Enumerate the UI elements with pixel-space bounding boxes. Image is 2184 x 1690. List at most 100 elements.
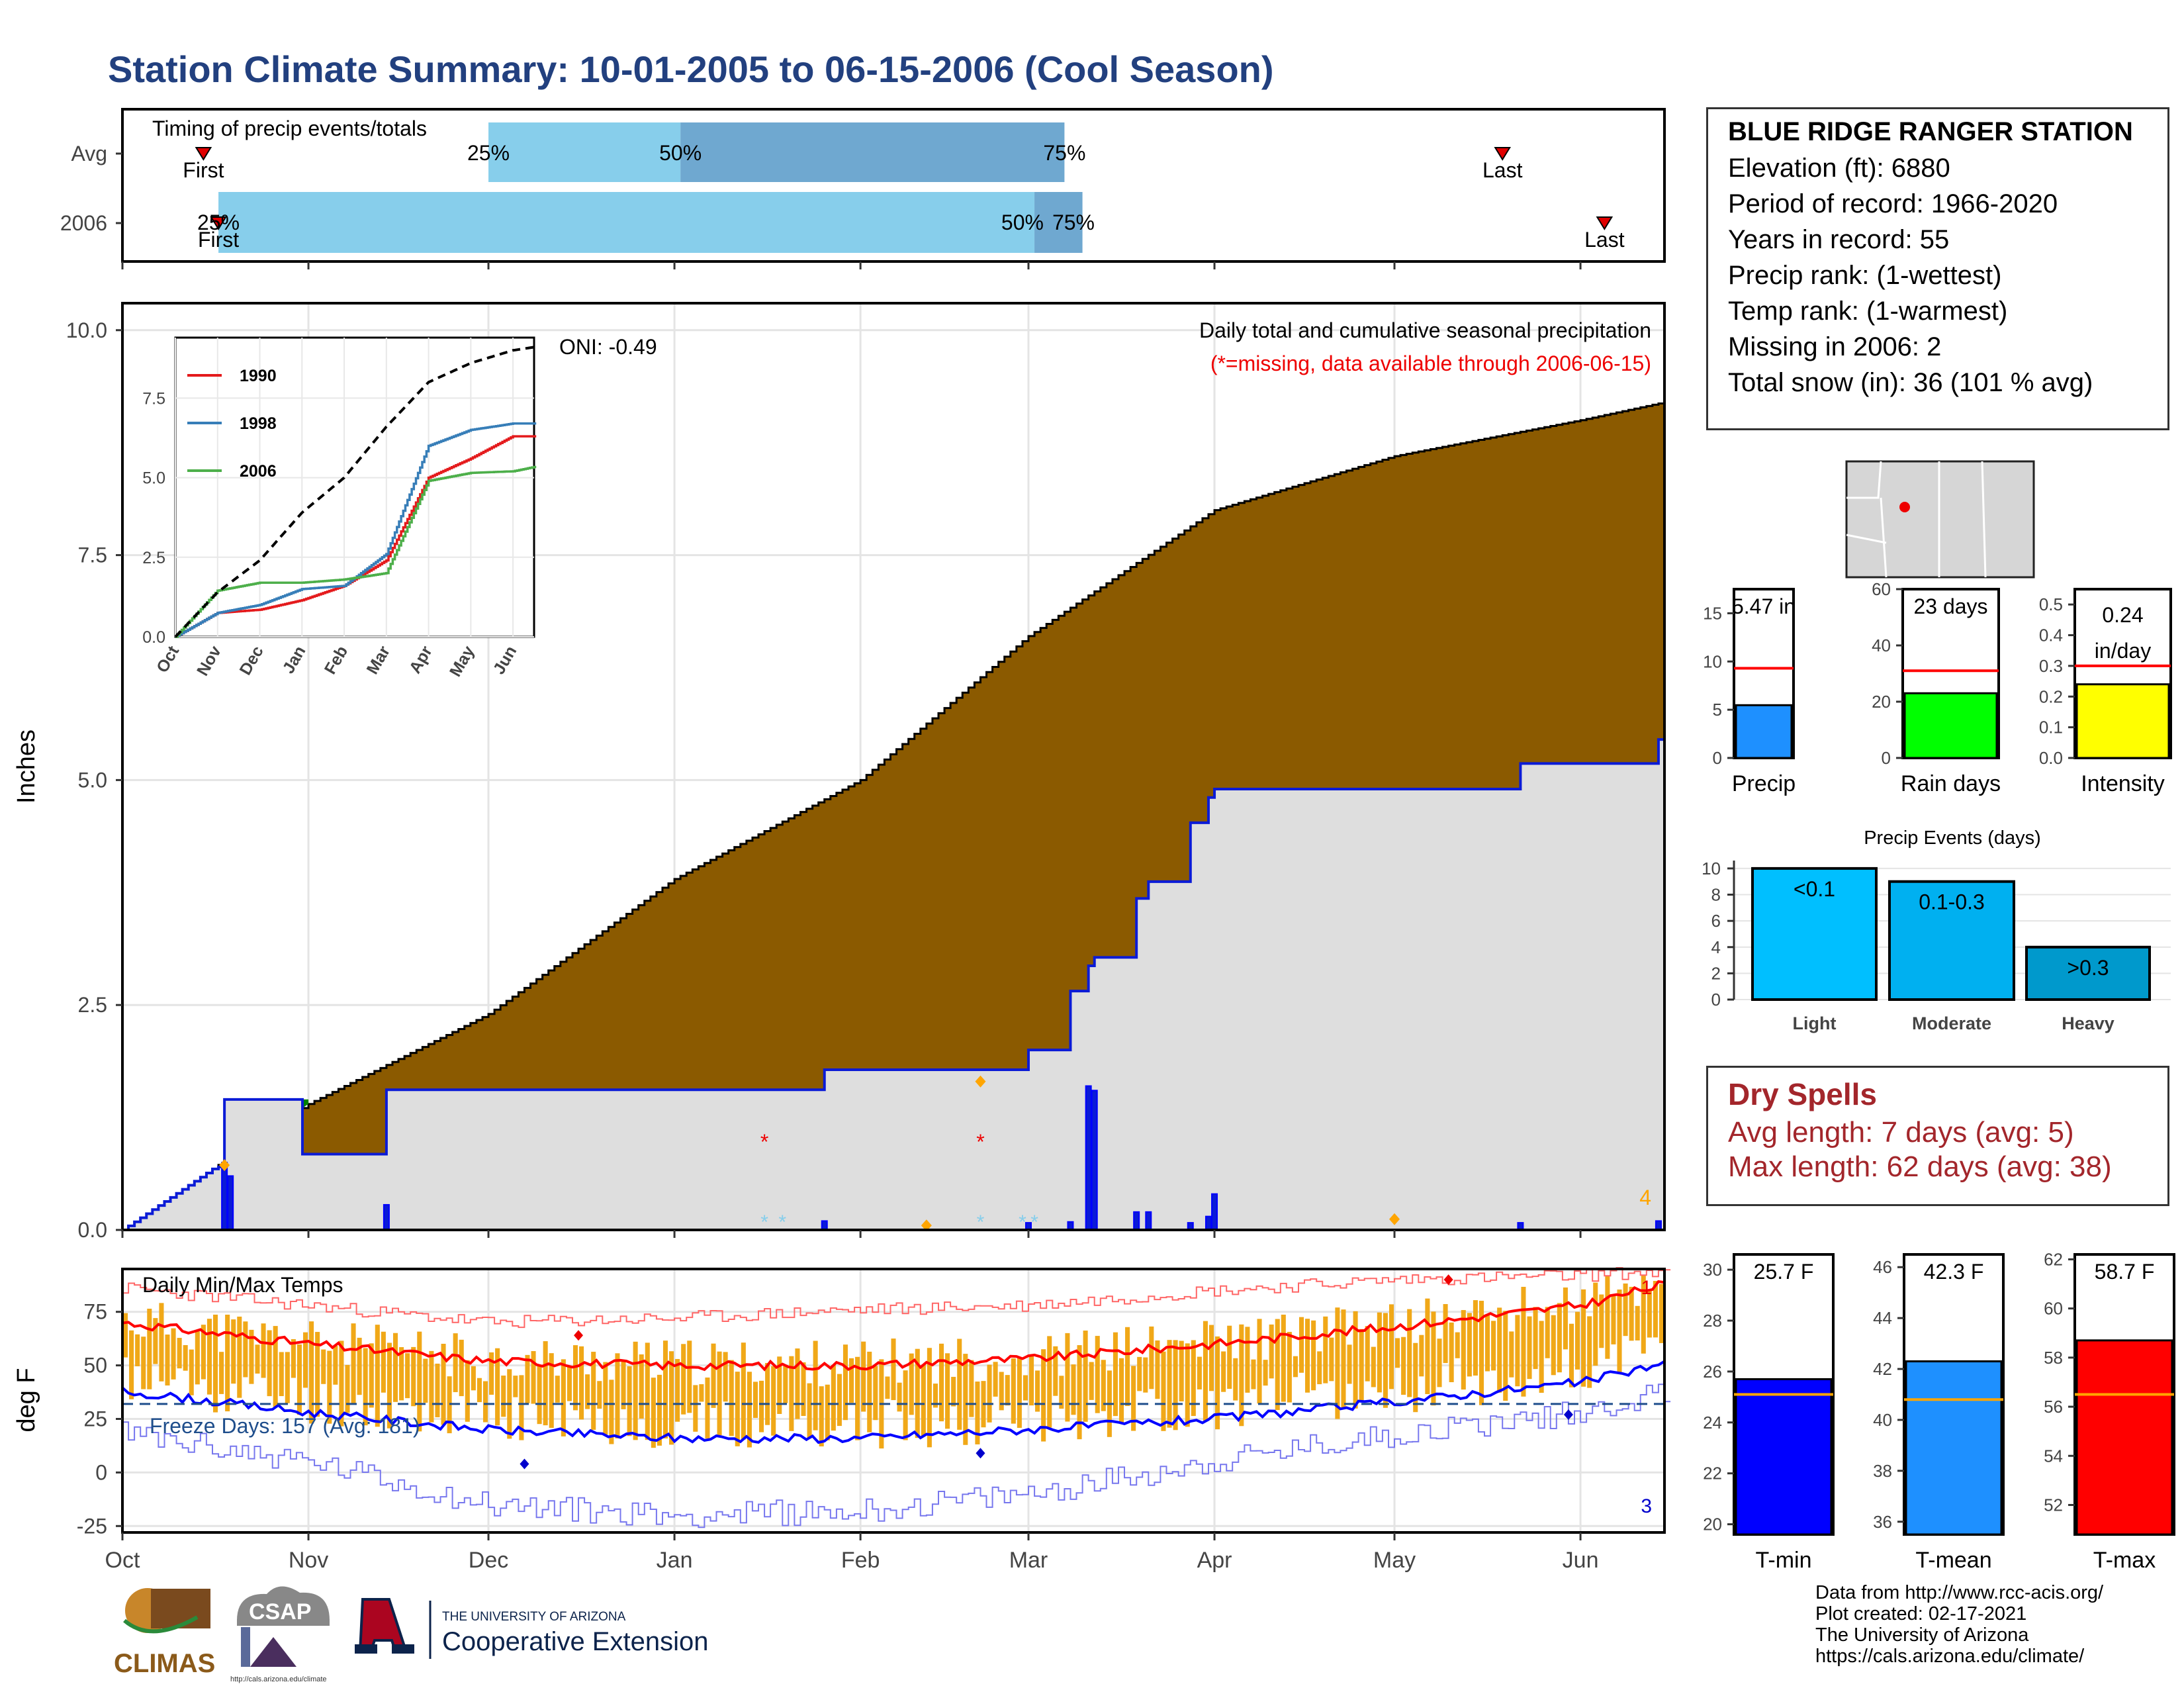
temp-summary-tick: 58 xyxy=(2044,1348,2063,1368)
temp-summary-bar xyxy=(1905,1360,2003,1536)
daily-temp-bar xyxy=(1515,1315,1520,1387)
event-marker xyxy=(210,216,227,230)
daily-temp-bar xyxy=(1125,1327,1130,1406)
summary-bar-tick: 40 xyxy=(1872,635,1891,655)
trace-marker: * xyxy=(1030,1211,1038,1233)
summary-bar-tick: 15 xyxy=(1703,603,1722,623)
daily-temp-bar xyxy=(567,1366,572,1401)
daily-temp-bar xyxy=(255,1344,260,1374)
daily-temp-bar xyxy=(987,1364,992,1423)
temp-ylabel: deg F xyxy=(13,1368,40,1432)
daily-temp-bar xyxy=(405,1353,410,1399)
station-snow: Total snow (in): 36 (101 % avg) xyxy=(1728,368,2093,397)
daily-temp-bar xyxy=(945,1353,950,1429)
daily-temp-bar xyxy=(525,1354,530,1403)
ua-logo: THE UNIVERSITY OF ARIZONA Cooperative Ex… xyxy=(355,1598,708,1659)
trace-marker: * xyxy=(778,1211,786,1233)
month-label: Feb xyxy=(841,1548,880,1573)
daily-temp-bar xyxy=(657,1374,662,1446)
event-marker xyxy=(195,147,212,161)
daily-temp-bar xyxy=(885,1376,890,1399)
trace-marker: * xyxy=(1019,1211,1026,1233)
y2006-bar-early xyxy=(218,192,1035,253)
daily-temp-bar xyxy=(1077,1345,1082,1440)
daily-temp-bar xyxy=(1011,1358,1016,1424)
missing-marker: * xyxy=(976,1130,984,1154)
map-borders xyxy=(1846,461,1987,578)
daily-temp-bar xyxy=(783,1365,788,1403)
events-tick: 0 xyxy=(1711,990,1721,1009)
daily-temp-bar xyxy=(1575,1311,1580,1370)
daily-temp-bar xyxy=(417,1331,422,1432)
precip-caption: Daily total and cumulative seasonal prec… xyxy=(1199,318,1651,342)
events-tick: 10 xyxy=(1702,859,1721,878)
daily-temp-bar xyxy=(759,1380,764,1432)
dry-spells-title: Dry Spells xyxy=(1728,1077,1877,1111)
y2006-p75: 75% xyxy=(1052,211,1095,234)
temp-panel: Daily Min/Max Temps Freeze Days: 157 (Avg… xyxy=(13,1267,1671,1573)
month-label: Nov xyxy=(289,1548,328,1573)
daily-temp-bar xyxy=(572,1345,578,1411)
daily-temp-bar xyxy=(1388,1304,1394,1389)
daily-precip-bar xyxy=(1145,1211,1152,1231)
station-name: BLUE RIDGE RANGER STATION xyxy=(1728,117,2133,146)
event-bar-label: 0.1-0.3 xyxy=(1919,890,1985,914)
summary-bar-tick: 0.5 xyxy=(2039,594,2063,614)
daily-temp-bar xyxy=(1185,1343,1190,1427)
daily-temp-bar xyxy=(1293,1356,1298,1378)
daily-temp-bar xyxy=(993,1362,998,1397)
daily-temp-bar xyxy=(1509,1331,1514,1378)
inset-legend-label: 1990 xyxy=(240,367,277,385)
event-bar xyxy=(2025,945,2151,1002)
daily-temp-bar xyxy=(1305,1319,1310,1393)
temp-panel-label: Daily Min/Max Temps xyxy=(142,1273,343,1297)
daily-temp-bar xyxy=(123,1313,128,1358)
daily-temp-bar xyxy=(189,1349,194,1395)
daily-temp-bar xyxy=(597,1381,602,1409)
inset-frame xyxy=(174,336,535,638)
daily-temp-bar xyxy=(477,1378,482,1403)
daily-temp-bar xyxy=(1131,1366,1136,1431)
daily-temp-bar xyxy=(1359,1329,1364,1401)
daily-temp-bar xyxy=(711,1343,716,1408)
daily-temp-bar xyxy=(627,1366,632,1436)
daily-temp-bar xyxy=(1653,1280,1658,1338)
svg-text:http://cals.arizona.edu/climat: http://cals.arizona.edu/climate xyxy=(230,1675,327,1683)
daily-temp-bar xyxy=(771,1366,776,1436)
daily-temp-bar xyxy=(141,1337,146,1389)
events-tick: 4 xyxy=(1711,937,1721,957)
daily-temp-bar xyxy=(1341,1309,1346,1409)
daily-temp-bar xyxy=(693,1385,698,1432)
temp-summary-tick: 52 xyxy=(2044,1495,2063,1515)
daily-temp-bar xyxy=(729,1360,734,1436)
daily-temp-bar xyxy=(285,1352,290,1403)
daily-temp-bar xyxy=(662,1340,668,1439)
daily-temp-bar xyxy=(411,1346,416,1407)
daily-temp-bar xyxy=(1347,1344,1352,1384)
daily-temp-bar xyxy=(1485,1314,1490,1372)
temp-y-tick: 0 xyxy=(95,1460,107,1484)
daily-temp-bar xyxy=(681,1344,686,1415)
daily-temp-bar xyxy=(1239,1324,1244,1427)
daily-temp-bar xyxy=(549,1353,554,1429)
daily-temp-bar xyxy=(357,1337,362,1395)
temp-summary-value: 42.3 F xyxy=(1924,1260,1984,1284)
inset-avg-line xyxy=(174,346,535,638)
daily-temp-bar xyxy=(789,1356,794,1431)
station-location-dot xyxy=(1899,502,1910,512)
temp-summary-tick: 62 xyxy=(2044,1249,2063,1269)
daily-temp-bar xyxy=(1539,1321,1544,1393)
inset-y-tick: 2.5 xyxy=(142,549,165,567)
daily-temp-bar xyxy=(1233,1358,1238,1401)
daily-temp-bar xyxy=(861,1341,866,1412)
daily-temp-bar xyxy=(279,1352,284,1397)
event-category: Heavy xyxy=(2062,1013,2115,1033)
precip-y-tick: 2.5 xyxy=(78,993,107,1017)
daily-temp-bar xyxy=(1298,1317,1304,1373)
daily-precip-bar xyxy=(1655,1220,1662,1231)
daily-temp-bar xyxy=(302,1332,308,1388)
event-category: Light xyxy=(1793,1013,1837,1033)
